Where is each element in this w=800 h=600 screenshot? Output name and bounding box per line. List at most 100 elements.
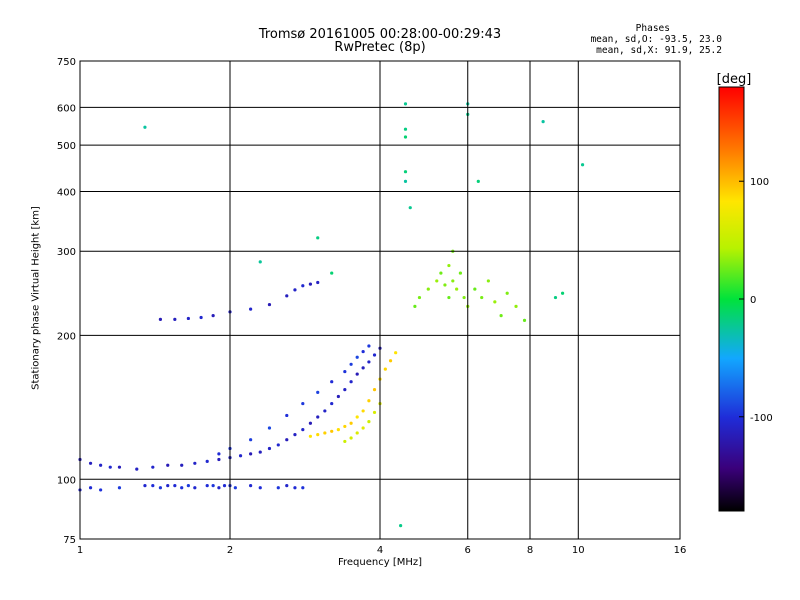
data-point (267, 426, 272, 430)
data-point (399, 524, 403, 528)
data-point (293, 486, 297, 490)
data-point (308, 434, 313, 438)
data-point (293, 288, 297, 292)
data-point (372, 388, 377, 392)
data-point (217, 486, 221, 490)
data-point (435, 279, 439, 283)
data-point (355, 415, 359, 419)
y-tick-label: 300 (57, 247, 76, 258)
data-point (117, 486, 122, 490)
data-point (108, 465, 112, 469)
data-point (285, 413, 289, 418)
stats-o-mode: mean, sd,O: -93.5, 23.0 (590, 34, 722, 45)
data-point (151, 484, 155, 488)
x-tick-label: 1 (77, 545, 83, 556)
data-point (443, 283, 447, 287)
data-point (99, 463, 103, 467)
y-tick-label: 750 (57, 57, 76, 68)
colorbar-tick-label: 100 (750, 177, 769, 188)
data-point (458, 271, 463, 275)
data-point (499, 314, 503, 318)
data-point (166, 463, 170, 467)
data-point (199, 315, 203, 320)
data-point (316, 433, 320, 437)
data-point (493, 300, 497, 304)
data-point (158, 317, 163, 322)
y-tick-label: 400 (57, 187, 76, 198)
data-point (238, 454, 243, 458)
data-point (480, 295, 484, 300)
data-point (301, 486, 305, 490)
data-point (349, 380, 353, 384)
data-point (394, 351, 398, 355)
data-point (249, 452, 253, 456)
data-point (173, 484, 177, 488)
data-point (336, 394, 340, 399)
data-point (330, 271, 334, 275)
data-point (372, 410, 377, 415)
data-point (403, 135, 408, 139)
y-tick-label: 500 (57, 141, 76, 152)
data-point (285, 294, 289, 298)
data-point (417, 295, 422, 300)
data-point (151, 465, 155, 469)
data-point (217, 457, 221, 462)
data-point (580, 163, 585, 167)
data-point (166, 484, 170, 488)
data-point (99, 488, 103, 492)
data-point (285, 484, 289, 488)
data-point (367, 399, 371, 403)
data-point (88, 461, 93, 465)
x-tick-label: 16 (674, 545, 687, 556)
data-point (301, 401, 305, 406)
data-point (372, 353, 377, 357)
data-point (349, 362, 353, 366)
data-point (455, 287, 459, 291)
data-point (403, 179, 408, 183)
data-point (476, 179, 480, 183)
data-point (211, 314, 215, 318)
data-point (143, 125, 147, 129)
data-point (413, 304, 417, 308)
data-point (367, 360, 371, 364)
data-point (308, 421, 313, 425)
data-point (426, 287, 430, 291)
data-point (522, 318, 527, 322)
data-point (553, 295, 558, 300)
data-point (301, 284, 305, 288)
data-point (88, 486, 93, 490)
data-point (361, 409, 365, 413)
data-point (186, 316, 190, 321)
data-point (293, 433, 297, 437)
colorbar-tick-label: 0 (750, 295, 756, 306)
data-point (258, 260, 262, 264)
data-point (473, 287, 477, 291)
data-point (486, 279, 490, 283)
data-point (249, 484, 253, 488)
y-axis-label: Stationary phase Virtual Height [km] (30, 206, 42, 390)
data-point (403, 102, 408, 106)
data-point (285, 438, 289, 442)
data-point (249, 307, 253, 311)
chart-subtitle: RwPretec (8p) (334, 40, 426, 55)
data-point (330, 429, 334, 433)
data-point (316, 236, 320, 240)
data-point (403, 170, 408, 174)
data-point (361, 349, 365, 354)
data-point (462, 295, 466, 300)
data-point (211, 484, 215, 488)
data-point (439, 271, 443, 275)
data-point (361, 366, 365, 370)
data-point (355, 372, 359, 376)
colorbar-label: [deg] (717, 72, 752, 87)
data-point (193, 486, 197, 490)
data-point (505, 291, 509, 295)
data-point (249, 438, 253, 442)
data-point (143, 484, 147, 488)
data-point (541, 120, 545, 124)
stats-x-mode: mean, sd,X: 91.9, 25.2 (596, 45, 722, 56)
data-point (330, 380, 334, 384)
data-point (258, 486, 262, 490)
data-points (78, 102, 585, 528)
data-point (343, 439, 347, 444)
